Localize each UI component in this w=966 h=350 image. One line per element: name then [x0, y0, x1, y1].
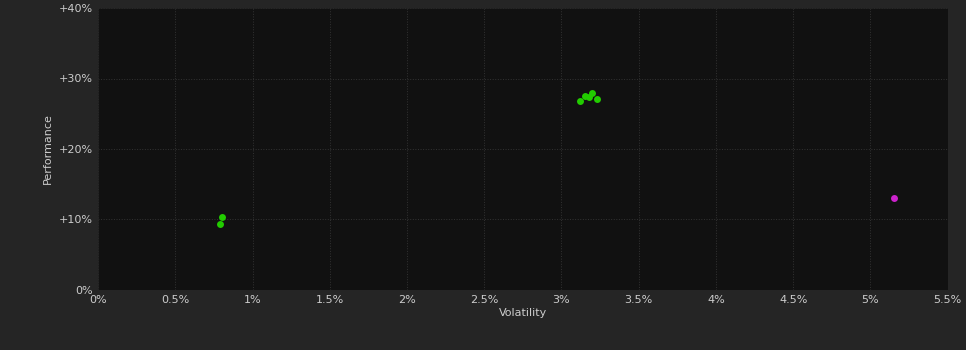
Point — [213, 221, 228, 227]
Point — [584, 90, 600, 96]
Point — [213, 214, 229, 220]
Point — [582, 95, 597, 100]
Y-axis label: Performance: Performance — [43, 113, 53, 184]
Point — [577, 93, 592, 99]
Point — [886, 195, 901, 201]
X-axis label: Volatility: Volatility — [498, 308, 547, 318]
Point — [589, 96, 605, 102]
Point — [572, 98, 587, 104]
